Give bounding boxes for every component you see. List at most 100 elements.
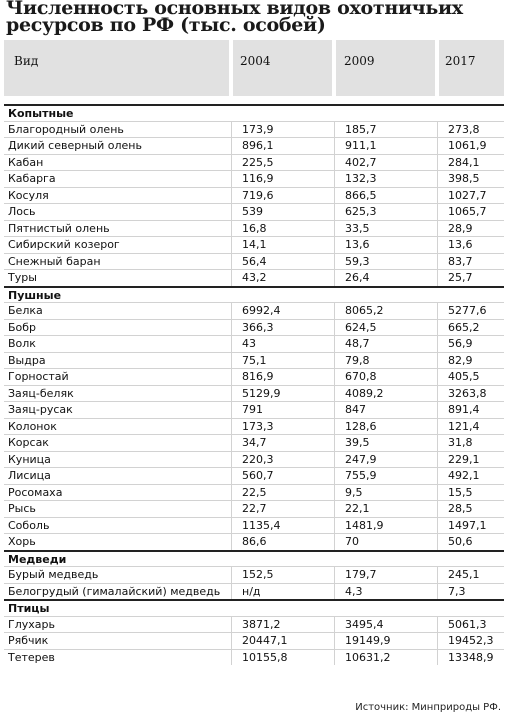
column-divider (437, 369, 438, 385)
table-row: Дикий северный олень 896,1 911,1 1061,9 (4, 137, 504, 154)
value-cell-2009: 59,3 (345, 254, 370, 268)
column-divider (334, 204, 335, 220)
species-name: Пятнистый олень (8, 221, 110, 235)
column-divider (437, 484, 438, 500)
value-cell-2017: 28,9 (448, 221, 473, 235)
column-divider (231, 484, 232, 500)
species-name: Благородный олень (8, 122, 124, 136)
value-cell-2004: 34,7 (242, 436, 267, 449)
species-name: Заяц-русак (8, 403, 73, 416)
column-divider (437, 402, 438, 418)
table-row: Косуля 719,6 866,5 1027,7 (4, 186, 504, 203)
table-row: Бобр 366,3 624,5 665,2 (4, 318, 504, 335)
table-row: Корсак 34,7 39,5 31,8 (4, 434, 504, 451)
value-cell-2017: 405,5 (448, 370, 480, 383)
species-name: Рысь (8, 502, 36, 515)
value-cell-2009: 79,8 (345, 353, 370, 367)
value-cell-2009: 1481,9 (345, 518, 384, 532)
species-name: Бурый медведь (8, 568, 99, 581)
value-cell-2004: 56,4 (242, 254, 267, 268)
value-cell-2017: 83,7 (448, 254, 473, 268)
table-row: Глухарь 3871,2 3495,4 5061,3 (4, 615, 504, 632)
value-cell-2009: 10631,2 (345, 650, 391, 664)
value-cell-2004: 116,9 (242, 172, 274, 185)
column-divider (334, 633, 335, 649)
value-cell-2009: 247,9 (345, 452, 377, 466)
species-name: Заяц-беляк (8, 386, 74, 400)
column-divider (334, 385, 335, 401)
value-cell-2017: 3263,8 (448, 386, 487, 400)
column-divider (334, 336, 335, 352)
column-divider (334, 402, 335, 418)
column-divider (437, 319, 438, 335)
column-divider (334, 237, 335, 253)
species-name: Кабарга (8, 172, 56, 185)
table-row: Кабарга 116,9 132,3 398,5 (4, 170, 504, 187)
table-row: Заяц-беляк 5129,9 4089,2 3263,8 (4, 384, 504, 401)
column-divider (231, 567, 232, 583)
table-row: Соболь 1135,4 1481,9 1497,1 (4, 516, 504, 533)
column-divider (231, 319, 232, 335)
column-divider (437, 451, 438, 467)
value-cell-2004: 10155,8 (242, 650, 288, 664)
category-row: Копытные (4, 104, 504, 121)
column-divider (231, 204, 232, 220)
value-cell-2009: 866,5 (345, 188, 377, 202)
value-cell-2017: 665,2 (448, 320, 480, 334)
species-name: Дикий северный олень (8, 139, 142, 152)
value-cell-2017: 13,6 (448, 238, 473, 251)
value-cell-2017: 284,1 (448, 155, 480, 169)
column-divider (437, 517, 438, 533)
value-cell-2017: 1061,9 (448, 139, 487, 152)
species-name: Лисица (8, 469, 51, 482)
column-divider (437, 567, 438, 583)
species-name: Росомаха (8, 485, 63, 499)
value-cell-2009: 128,6 (345, 419, 377, 433)
column-divider (231, 534, 232, 550)
column-divider (334, 187, 335, 203)
value-cell-2017: 5061,3 (448, 617, 487, 631)
column-divider (437, 237, 438, 253)
column-divider (437, 468, 438, 484)
value-cell-2017: 56,9 (448, 337, 473, 350)
column-divider (437, 270, 438, 286)
value-cell-2004: 220,3 (242, 452, 274, 466)
column-divider (437, 435, 438, 451)
species-name: Сибирский козерог (8, 238, 120, 251)
value-cell-2009: 19149,9 (345, 634, 391, 647)
value-cell-2017: 15,5 (448, 485, 473, 499)
value-cell-2009: 624,5 (345, 320, 377, 334)
category-label: Медведи (8, 552, 67, 566)
source-note: Источник: Минприроды РФ. (355, 702, 501, 713)
column-divider (334, 484, 335, 500)
table-row: Волк 43 48,7 56,9 (4, 335, 504, 352)
value-cell-2009: 185,7 (345, 122, 377, 136)
value-cell-2017: 273,8 (448, 122, 480, 136)
table-row: Снежный баран 56,4 59,3 83,7 (4, 252, 504, 269)
column-divider (231, 418, 232, 434)
column-divider (437, 385, 438, 401)
value-cell-2017: 82,9 (448, 353, 473, 367)
value-cell-2004: 560,7 (242, 469, 274, 482)
value-cell-2017: 245,1 (448, 568, 480, 581)
value-cell-2017: 50,6 (448, 535, 473, 548)
species-name: Лось (8, 205, 36, 218)
column-divider (437, 534, 438, 550)
value-cell-2017: 31,8 (448, 436, 473, 449)
column-divider (437, 352, 438, 368)
value-cell-2009: 179,7 (345, 568, 377, 581)
column-divider (334, 253, 335, 269)
table-row: Рысь 22,7 22,1 28,5 (4, 500, 504, 517)
column-divider (437, 138, 438, 154)
value-cell-2004: 20447,1 (242, 634, 288, 647)
species-name: Соболь (8, 518, 50, 532)
column-divider (231, 385, 232, 401)
table-row: Тетерев 10155,8 10631,2 13348,9 (4, 648, 504, 665)
column-divider (231, 187, 232, 203)
column-divider (334, 435, 335, 451)
column-divider (231, 352, 232, 368)
column-divider (334, 517, 335, 533)
column-divider (231, 468, 232, 484)
value-cell-2009: 847 (345, 403, 366, 416)
category-row: Пушные (4, 285, 504, 303)
